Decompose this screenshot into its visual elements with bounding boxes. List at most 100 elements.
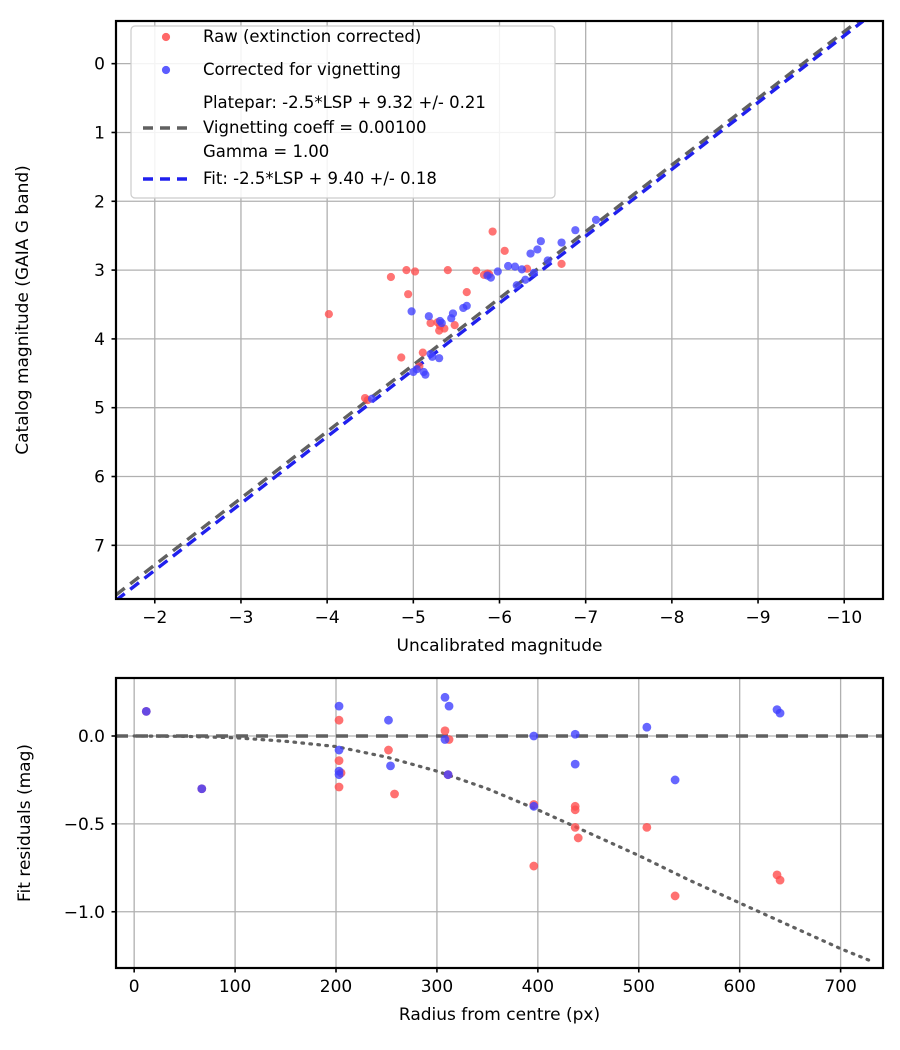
scatter-point bbox=[571, 226, 580, 235]
x-tick-label: 500 bbox=[623, 977, 655, 997]
residual-axes-frame bbox=[114, 676, 885, 970]
scatter-point bbox=[428, 352, 437, 361]
legend-label: Raw (extinction corrected) bbox=[203, 27, 421, 46]
scatter-point bbox=[440, 726, 450, 736]
scatter-point bbox=[448, 309, 458, 318]
y-tick-label: 0 bbox=[94, 55, 105, 75]
residual-x-axis-label: Radius from centre (px) bbox=[399, 1005, 600, 1025]
scatter-point bbox=[437, 318, 446, 328]
series-corrected bbox=[141, 692, 785, 811]
x-tick-label: 400 bbox=[522, 977, 554, 997]
y-tick-label: 7 bbox=[94, 536, 105, 556]
scatter-point bbox=[141, 706, 151, 716]
legend-entry: Vignetting coeff = 0.00100 bbox=[143, 118, 427, 137]
x-tick-label: −5 bbox=[401, 608, 426, 628]
scatter-point bbox=[521, 275, 530, 284]
scatter-point bbox=[526, 249, 535, 258]
x-tick-label: 0 bbox=[129, 977, 140, 997]
scatter-point bbox=[493, 267, 502, 276]
scatter-point bbox=[404, 290, 413, 299]
main-scatter-axes: −2 −3 −4 −5 −6 −7 −8 −9 −10 0 1 2 3 4 5 6 7 Uncalibrated … bbox=[13, 19, 885, 656]
scatter-point bbox=[197, 784, 207, 794]
y-tick-label: 0.0 bbox=[78, 727, 105, 747]
scatter-point bbox=[334, 715, 344, 725]
scatter-point bbox=[334, 770, 344, 780]
scatter-point bbox=[397, 353, 406, 362]
scatter-point bbox=[324, 310, 333, 319]
residual-y-axis-label: Fit residuals (mag) bbox=[15, 744, 35, 902]
y-tick-label: −0.5 bbox=[64, 815, 105, 835]
y-tick-label: 4 bbox=[94, 330, 105, 350]
scatter-point bbox=[529, 268, 539, 277]
trend-line-fit bbox=[116, 21, 865, 599]
scatter-point bbox=[424, 312, 433, 321]
legend-entry: Fit: -2.5*LSP + 9.40 +/- 0.18 bbox=[143, 169, 437, 188]
scatter-point bbox=[384, 745, 393, 755]
legend-label: Platepar: -2.5*LSP + 9.32 +/- 0.21 bbox=[203, 93, 486, 112]
residual-ticks: 0 100 200 300 400 500 600 700 0.0 −0.5 −1.0 bbox=[64, 727, 857, 997]
scatter-point bbox=[472, 266, 481, 275]
x-tick-label: −9 bbox=[746, 608, 771, 628]
trend-line-platepar bbox=[116, 21, 860, 597]
legend-marker-swatch bbox=[161, 32, 171, 42]
scatter-point bbox=[443, 770, 453, 780]
x-tick-label: −7 bbox=[573, 608, 598, 628]
y-tick-label: 3 bbox=[94, 261, 105, 281]
y-tick-label: 2 bbox=[94, 192, 105, 212]
scatter-point bbox=[775, 875, 785, 885]
scatter-point bbox=[557, 238, 566, 247]
x-tick-label: 700 bbox=[824, 977, 856, 997]
scatter-point bbox=[334, 756, 344, 766]
scatter-point bbox=[435, 354, 444, 363]
legend-frame bbox=[130, 25, 556, 199]
scatter-point bbox=[488, 227, 497, 236]
legend-label: Gamma = 1.00 bbox=[203, 142, 329, 161]
x-tick-label: −4 bbox=[315, 608, 340, 628]
scatter-point bbox=[334, 701, 344, 711]
x-tick-label: 200 bbox=[320, 977, 352, 997]
scatter-point bbox=[334, 745, 344, 755]
scatter-point bbox=[486, 273, 495, 282]
residual-reference-lines bbox=[116, 734, 883, 963]
scatter-point bbox=[543, 256, 552, 265]
residual-axes: 0 100 200 300 400 500 600 700 0.0 −0.5 −1.0 Radius … bbox=[15, 676, 885, 1025]
scatter-point bbox=[557, 259, 566, 268]
scatter-point bbox=[510, 262, 520, 271]
scatter-point bbox=[529, 801, 539, 811]
legend-entry: Gamma = 1.00 bbox=[203, 142, 329, 161]
scatter-point bbox=[573, 833, 583, 843]
scatter-point bbox=[334, 782, 344, 792]
legend-marker-swatch bbox=[161, 65, 171, 75]
scatter-point bbox=[443, 265, 452, 275]
legend-entry: Corrected for vignetting bbox=[161, 60, 401, 79]
main-legend: Raw (extinction corrected) Corrected for … bbox=[130, 25, 556, 199]
scatter-point bbox=[536, 237, 545, 246]
legend-entry: Platepar: -2.5*LSP + 9.32 +/- 0.21 bbox=[203, 93, 486, 112]
scatter-point bbox=[570, 759, 580, 769]
scatter-point bbox=[444, 701, 454, 711]
legend-label: Corrected for vignetting bbox=[203, 60, 401, 79]
scatter-point bbox=[533, 245, 542, 254]
scatter-point bbox=[775, 708, 785, 718]
main-ticks: −2 −3 −4 −5 −6 −7 −8 −9 −10 0 1 2 3 4 5 6 7 bbox=[94, 55, 862, 628]
scatter-point bbox=[642, 822, 652, 832]
scatter-point bbox=[440, 735, 450, 744]
main-y-axis-label: Catalog magnitude (GAIA G band) bbox=[13, 165, 33, 455]
x-tick-label: −3 bbox=[228, 608, 253, 628]
scatter-point bbox=[500, 246, 509, 255]
scatter-point bbox=[421, 370, 430, 379]
legend-entry: Raw (extinction corrected) bbox=[161, 27, 421, 46]
scatter-point bbox=[384, 715, 393, 725]
y-tick-label: −1.0 bbox=[64, 903, 105, 923]
legend-label: Vignetting coeff = 0.00100 bbox=[203, 118, 427, 137]
scatter-point bbox=[570, 801, 580, 811]
y-tick-label: 5 bbox=[94, 399, 105, 419]
scatter-point bbox=[642, 722, 652, 732]
x-tick-label: 100 bbox=[219, 977, 251, 997]
scatter-point bbox=[390, 789, 399, 799]
scatter-point bbox=[591, 215, 601, 224]
main-trend-lines bbox=[116, 21, 865, 599]
scatter-point bbox=[426, 318, 435, 328]
scatter-point bbox=[407, 307, 416, 316]
